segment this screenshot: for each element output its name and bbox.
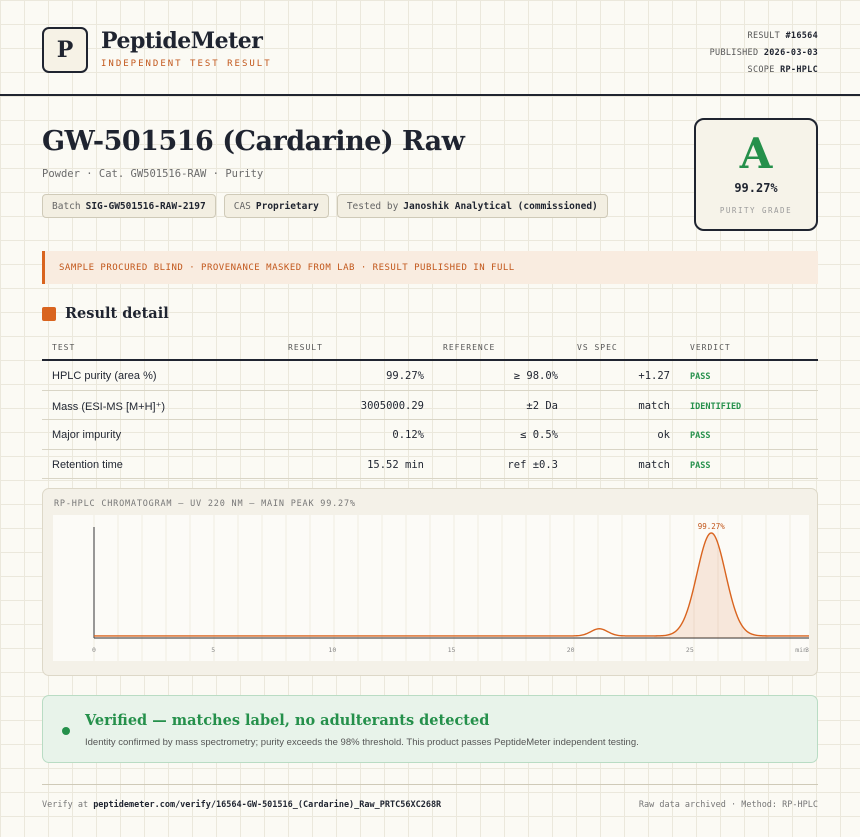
- x-tick-label: 5: [211, 646, 215, 654]
- grade-letter: A: [739, 129, 773, 178]
- verified-text: Identity confirmed by mass spectrometry;…: [85, 737, 639, 748]
- result-meta: RESULT #16564 PUBLISHED 2026-03-03 SCOPE…: [710, 28, 818, 79]
- cell-test: HPLC purity (area %): [52, 370, 157, 382]
- footer: Verify at peptidemeter.com/verify/16564-…: [42, 784, 818, 814]
- verdict-badge: PASS: [690, 372, 711, 382]
- verdict-badge: PASS: [690, 460, 711, 471]
- product-subtitle: Powder · Cat. GW501516-RAW · Purity: [42, 168, 264, 180]
- header-verdict: VERDICT: [690, 343, 731, 352]
- table-row: HPLC purity (area %) 99.27% ≥ 98.0% +1.2…: [42, 361, 818, 391]
- cell-result: 3005000.29: [360, 399, 424, 412]
- verify-line: Verify at peptidemeter.com/verify/16564-…: [42, 800, 441, 810]
- peak-label: 99.27%: [698, 522, 726, 531]
- verified-title: Verified — matches label, no adulterants…: [85, 712, 490, 729]
- table-row: Major impurity 0.12% ≤ 0.5% ok PASS: [42, 420, 818, 450]
- cell-test: Mass (ESI-MS [M+H]⁺): [52, 400, 166, 413]
- x-tick-label: 30: [805, 646, 809, 654]
- header-reference: REFERENCE: [443, 343, 496, 352]
- batch-chip: Batch SIG-GW501516-RAW-2197: [42, 194, 216, 218]
- verified-dot-icon: [62, 727, 70, 735]
- brand-name[interactable]: PeptideMeter: [101, 28, 263, 54]
- cell-reference: ≥ 98.0%: [513, 370, 558, 382]
- chromatogram-trace: [94, 532, 809, 637]
- header-test: TEST: [52, 343, 76, 352]
- purity-grade-card: A 99.27% PURITY GRADE: [694, 118, 818, 231]
- published-label: PUBLISHED: [709, 48, 759, 58]
- cell-reference: ±2 Da: [526, 399, 558, 412]
- x-tick-label: 10: [328, 646, 336, 654]
- x-tick-label: 20: [567, 646, 575, 654]
- verify-label: Verify at: [42, 800, 89, 810]
- grade-label: PURITY GRADE: [719, 206, 793, 215]
- brand-tagline: INDEPENDENT TEST RESULT: [101, 59, 272, 69]
- cell-reference: ref ±0.3: [507, 458, 558, 471]
- cell-result: 99.27%: [386, 370, 424, 382]
- table-header: TEST RESULT REFERENCE VS SPEC VERDICT: [42, 339, 818, 361]
- section-square-icon: [42, 306, 56, 321]
- verdict-badge: IDENTIFIED: [690, 401, 742, 412]
- x-unit-label: min: [795, 646, 807, 654]
- header-vs-spec: VS SPEC: [577, 343, 618, 352]
- procurement-banner: SAMPLE PROCURED BLIND · PROVENANCE MASKE…: [42, 251, 818, 284]
- x-tick-label: 25: [686, 646, 694, 654]
- results-table: TEST RESULT REFERENCE VS SPEC VERDICT HP…: [42, 339, 818, 479]
- chromatogram-chart: 0 5 10 15 20 25 30min 99.27%: [53, 515, 809, 661]
- verdict-badge: PASS: [690, 431, 711, 441]
- peak-fill: [654, 532, 769, 638]
- x-tick-label: 15: [448, 646, 456, 654]
- footer-method: Raw data archived · Method: RP-HPLC: [638, 800, 818, 810]
- published-date: 2026-03-03: [763, 48, 818, 58]
- verified-panel: Verified — matches label, no adulterants…: [42, 695, 818, 763]
- cell-result: 0.12%: [392, 429, 424, 441]
- cell-test: Major impurity: [52, 429, 122, 441]
- cas-chip: CAS Proprietary: [223, 194, 329, 218]
- logo[interactable]: P: [42, 27, 88, 73]
- chip-label: Batch: [52, 200, 81, 212]
- table-row: Retention time 15.52 min ref ±0.3 match …: [42, 450, 818, 479]
- tested-by-chip: Tested by Janoshik Analytical (commission…: [336, 194, 608, 218]
- scope-value: RP-HPLC: [780, 65, 818, 75]
- x-tick-label: 0: [92, 646, 96, 654]
- cell-vs-spec: match: [638, 458, 670, 471]
- cell-result: 15.52 min: [367, 458, 424, 471]
- chromatogram-title: RP-HPLC CHROMATOGRAM — UV 220 NM — MAIN …: [54, 499, 356, 509]
- cell-vs-spec: ok: [657, 429, 670, 441]
- result-label: RESULT: [747, 31, 781, 41]
- product-chips: Batch SIG-GW501516-RAW-2197 CAS Proprietar…: [42, 194, 608, 218]
- verify-link[interactable]: peptidemeter.com/verify/16564-GW-501516_…: [93, 800, 442, 810]
- cell-test: Retention time: [52, 458, 123, 471]
- grade-percent: 99.27%: [734, 181, 778, 195]
- chip-value: Proprietary: [255, 200, 319, 212]
- chip-label: CAS: [233, 200, 251, 212]
- cell-reference: ≤ 0.5%: [520, 429, 558, 441]
- scope-label: SCOPE: [747, 65, 775, 75]
- chromatogram-panel: RP-HPLC CHROMATOGRAM — UV 220 NM — MAIN …: [42, 488, 818, 676]
- header: P PeptideMeter INDEPENDENT TEST RESULT R…: [0, 0, 860, 96]
- table-row: Mass (ESI-MS [M+H]⁺) 3005000.29 ±2 Da ma…: [42, 391, 818, 420]
- chip-label: Tested by: [346, 200, 399, 212]
- cell-vs-spec: +1.27: [638, 370, 670, 382]
- section-title: Result detail: [65, 305, 169, 322]
- cell-vs-spec: match: [638, 399, 670, 412]
- result-number: #16564: [785, 31, 818, 41]
- product-title: GW-501516 (Cardarine) Raw: [42, 126, 465, 157]
- chip-value: Janoshik Analytical (commissioned): [403, 200, 598, 212]
- chip-value: SIG-GW501516-RAW-2197: [85, 200, 206, 212]
- header-result: RESULT: [288, 343, 323, 352]
- section-header: Result detail: [42, 305, 169, 322]
